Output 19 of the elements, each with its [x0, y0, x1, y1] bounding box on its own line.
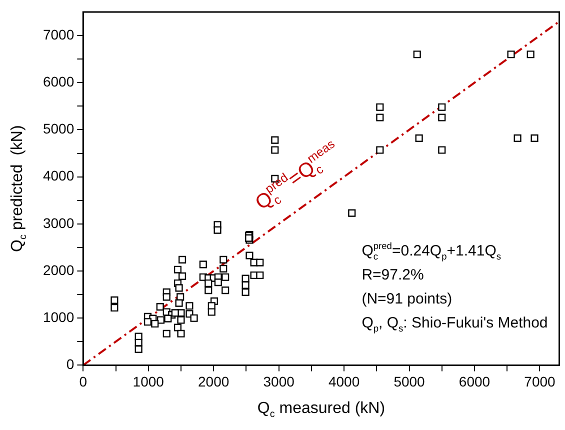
y-tick-label: 1000 [42, 308, 74, 325]
x-tick-label: 0 [79, 373, 88, 390]
x-tick-label: 4000 [328, 373, 360, 390]
y-tick-label: 3000 [42, 214, 74, 231]
x-tick-label: 2000 [198, 373, 230, 390]
y-tick-label: 4000 [42, 168, 74, 184]
y-tick-label: 0 [66, 356, 74, 372]
y-tick-label: 2000 [42, 262, 74, 278]
x-tick-label: 1000 [132, 373, 164, 390]
y-tick-label: 5000 [42, 120, 74, 137]
x-tick-label: 6000 [458, 373, 490, 390]
y-tick-label: 7000 [42, 26, 74, 42]
y-axis-title: Qc predicted (kN) [9, 125, 29, 252]
x-tick-label: 3000 [263, 373, 295, 390]
x-tick-label: 7000 [524, 373, 556, 390]
x-tick-label: 5000 [394, 373, 426, 390]
annotation: R=97.2% [362, 266, 424, 284]
y-tick-label: 6000 [42, 74, 74, 90]
annotation: (N=91 points) [362, 290, 452, 308]
